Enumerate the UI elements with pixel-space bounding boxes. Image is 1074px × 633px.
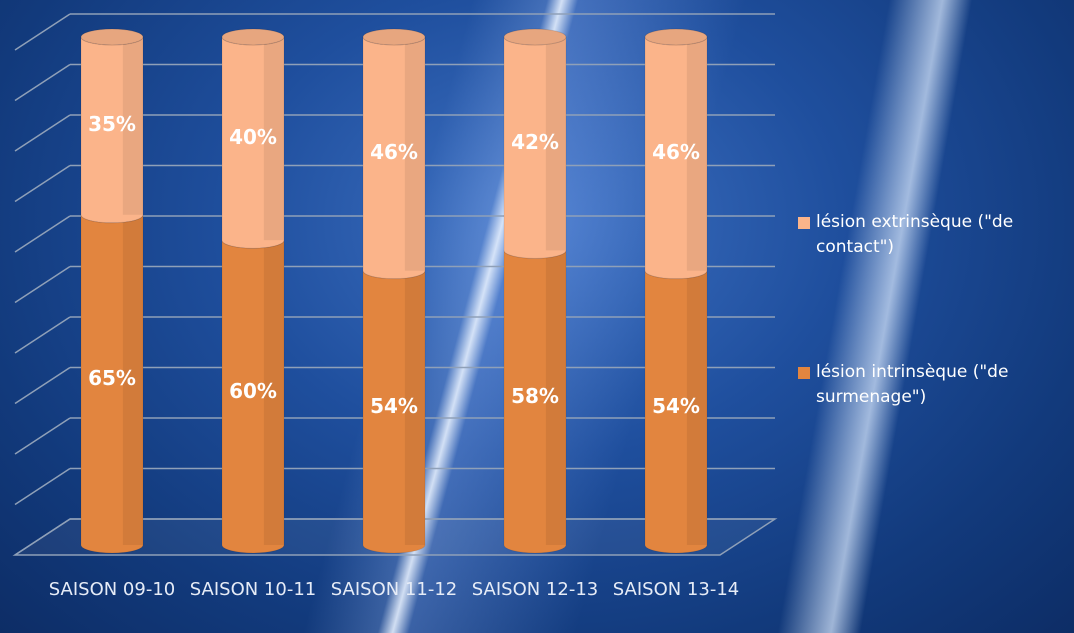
cylinder-shade <box>686 270 707 545</box>
grid-line-side <box>14 366 71 405</box>
grid-line-side <box>14 13 71 51</box>
data-label: 58% <box>511 383 559 408</box>
data-label: 60% <box>229 378 277 403</box>
x-tick-label: SAISON 11-12 <box>330 579 458 600</box>
data-label: 42% <box>511 129 559 154</box>
cylinder-shade <box>263 37 284 241</box>
grid-line-side <box>14 114 71 152</box>
grid-line-side <box>14 215 71 253</box>
cylinder-shade <box>545 250 566 546</box>
data-label: 35% <box>88 111 136 136</box>
cylinder-shade <box>404 270 425 545</box>
legend-label: lésion extrinsèque ("de contact") <box>816 212 1014 257</box>
grid-line-side <box>14 63 71 102</box>
legend-label: lésion intrinsèque ("de surmenage") <box>816 362 1009 407</box>
cylinder-shade <box>122 37 143 215</box>
legend-swatch <box>798 367 810 379</box>
x-tick-label: SAISON 12-13 <box>471 579 599 600</box>
legend-item: lésion intrinsèque ("de surmenage") <box>798 360 1068 409</box>
data-label: 54% <box>652 393 700 418</box>
cylinder-shade <box>404 37 425 271</box>
data-label: 65% <box>88 365 136 390</box>
cylinder-shade <box>686 37 707 271</box>
cylinder-top <box>644 28 708 46</box>
cylinder-top <box>221 28 285 46</box>
grid-line-side <box>14 164 71 203</box>
data-label: 40% <box>229 124 277 149</box>
cylinder-shade <box>545 37 566 251</box>
x-tick-label: SAISON 09-10 <box>48 579 176 600</box>
cylinder-top <box>503 28 567 46</box>
x-tick-label: SAISON 13-14 <box>612 579 740 600</box>
x-tick-label: SAISON 10-11 <box>189 579 317 600</box>
data-label: 46% <box>652 139 700 164</box>
cylinder-top <box>362 28 426 46</box>
cylinder-shade <box>263 240 284 545</box>
grid-line-side <box>14 417 71 455</box>
grid-line-side <box>14 467 71 506</box>
cylinder-top <box>80 28 144 46</box>
grid-line-side <box>14 316 71 354</box>
cylinder-shade <box>122 214 143 546</box>
legend-item: lésion extrinsèque ("de contact") <box>798 210 1068 259</box>
legend-swatch <box>798 217 810 229</box>
grid-line-side <box>14 265 71 304</box>
data-label: 54% <box>370 393 418 418</box>
grid-line-side <box>14 518 71 556</box>
data-label: 46% <box>370 139 418 164</box>
